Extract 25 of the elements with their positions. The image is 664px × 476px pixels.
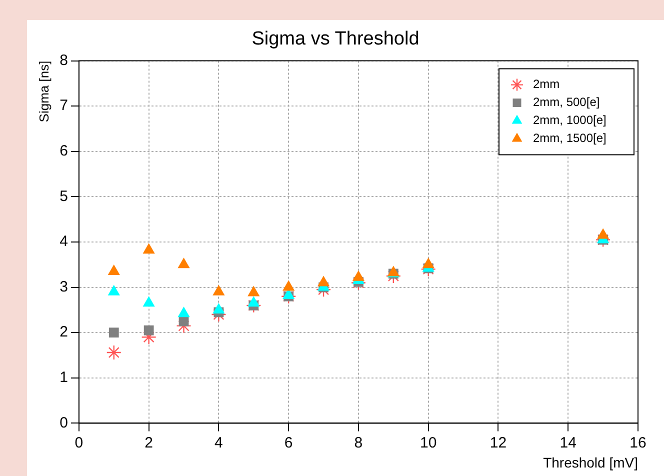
y-tick-label: 7 — [60, 97, 68, 114]
y-tick-label: 1 — [60, 369, 68, 386]
x-tick-label: 2 — [144, 434, 153, 452]
x-tick-label: 4 — [214, 434, 223, 452]
legend-label: 2mm, 1500[e] — [533, 131, 606, 146]
x-axis-title: Threshold [mV] — [543, 454, 638, 470]
legend-label: 2mm, 1000[e] — [533, 113, 606, 128]
y-tick-label: 3 — [60, 278, 68, 296]
legend-label: 2mm, 500[e] — [533, 95, 600, 110]
y-tick-label: 2 — [60, 324, 68, 341]
y-tick-label: 4 — [60, 233, 68, 250]
x-tick-label: 14 — [560, 434, 576, 452]
x-tick-label: 12 — [490, 434, 507, 452]
chart-title: Sigma vs Threshold — [252, 28, 420, 50]
x-tick-label: 0 — [74, 434, 84, 452]
x-tick-label: 16 — [630, 434, 646, 452]
y-tick-label: 8 — [60, 52, 68, 69]
y-axis-title: Sigma [ns] — [36, 60, 52, 122]
y-tick-label: 0 — [60, 414, 68, 432]
y-tick-label: 6 — [60, 142, 68, 160]
x-tick-label: 6 — [284, 434, 293, 452]
x-tick-label: 10 — [420, 434, 437, 452]
legend-label: 2mm — [533, 77, 560, 92]
x-tick-label: 8 — [354, 434, 363, 452]
y-tick-label: 5 — [60, 188, 68, 205]
